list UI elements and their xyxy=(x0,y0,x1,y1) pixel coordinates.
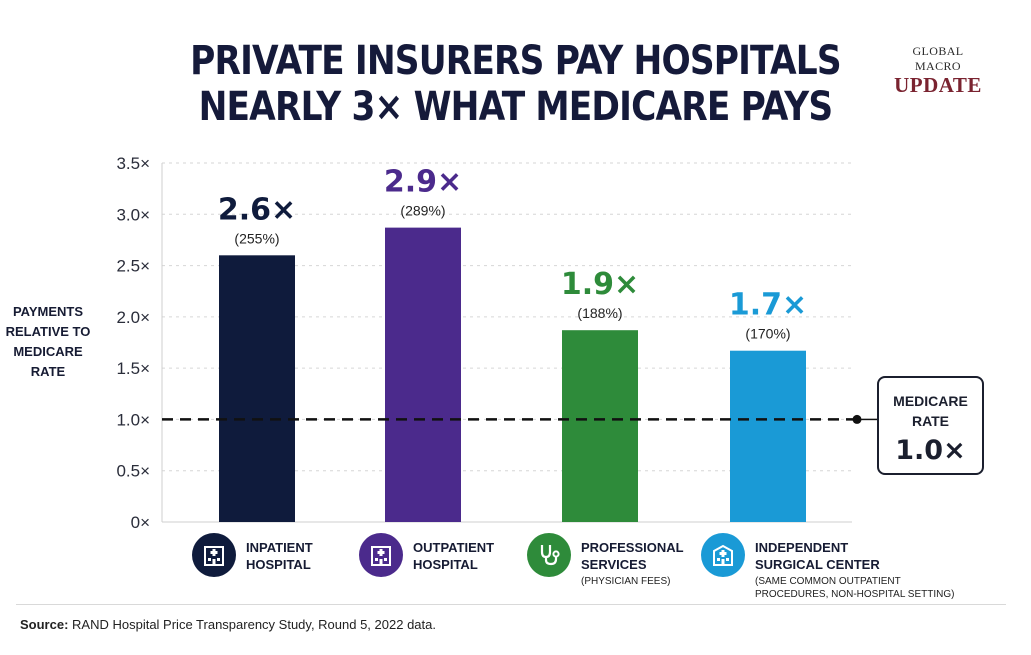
hospital-icon xyxy=(192,533,236,577)
bar-percent-label: (170%) xyxy=(745,326,790,342)
footer-divider xyxy=(16,604,1006,605)
bar-value-label: 2.9× xyxy=(384,165,462,200)
bar-value-label: 1.9× xyxy=(561,267,639,302)
bar-chart: 0× 0.5× 1.0× 1.5× 2.0× 2.5× 3.0× 3.5× 2.6× (255%)… xyxy=(116,154,877,532)
category-inpatient: INPATIENT HOSPITAL xyxy=(192,533,313,577)
bar-value-label: 2.6× xyxy=(218,192,296,227)
y-tick-label: 1.5× xyxy=(116,359,150,378)
brand-logo-bottom: UPDATE xyxy=(894,73,982,97)
y-tick-label: 0.5× xyxy=(116,462,150,481)
category-sublabel: (SAME COMMON OUTPATIENT PROCEDURES, NON-… xyxy=(755,576,955,600)
stethoscope-icon xyxy=(527,533,571,577)
category-label: PROFESSIONAL SERVICES xyxy=(581,540,684,572)
source-text: RAND Hospital Price Transparency Study, … xyxy=(72,617,436,632)
y-tick-label: 2.0× xyxy=(116,308,150,327)
bar-value-label: 1.7× xyxy=(729,288,807,323)
brand-logo-top: GLOBAL MACRO xyxy=(912,44,964,73)
bar-inpatient xyxy=(219,255,295,523)
y-tick-label: 1.0× xyxy=(116,410,150,429)
chart-title: PRIVATE INSURERS PAY HOSPITALS NEARLY 3×… xyxy=(72,38,959,130)
category-surgical: INDEPENDENT SURGICAL CENTER (SAME COMMON… xyxy=(701,533,954,601)
brand-logo: GLOBAL MACRO UPDATE xyxy=(888,44,988,96)
building-icon xyxy=(701,533,745,577)
hospital-icon xyxy=(359,533,403,577)
medicare-rate-box: MEDICARE RATE 1.0× xyxy=(877,376,984,475)
bar-percent-label: (188%) xyxy=(577,305,622,321)
reference-line-dot xyxy=(852,414,862,424)
y-tick-label: 3.5× xyxy=(116,154,150,173)
bar-outpatient xyxy=(385,227,461,522)
category-label: INPATIENT HOSPITAL xyxy=(246,540,313,572)
y-axis-label: PAYMENTS RELATIVE TO MEDICARE RATE xyxy=(5,304,91,379)
category-label: INDEPENDENT SURGICAL CENTER xyxy=(755,540,880,572)
category-professional: PROFESSIONAL SERVICES (PHYSICIAN FEES) xyxy=(527,533,684,588)
chart-title-line2: NEARLY 3× WHAT MEDICARE PAYS xyxy=(198,84,833,130)
source-note: Source: RAND Hospital Price Transparency… xyxy=(20,617,436,632)
category-sublabel: (PHYSICIAN FEES) xyxy=(581,576,671,587)
y-tick-label: 3.0× xyxy=(116,205,150,224)
medicare-rate-label-line1: MEDICARE xyxy=(893,393,968,409)
chart-title-line1: PRIVATE INSURERS PAY HOSPITALS xyxy=(190,38,841,84)
medicare-rate-label-line2: RATE xyxy=(911,413,950,429)
bar-percent-label: (289%) xyxy=(400,203,445,219)
medicare-rate-value: 1.0× xyxy=(895,435,966,466)
y-tick-label: 0× xyxy=(131,513,150,532)
source-label: Source: xyxy=(20,617,69,632)
category-label: OUTPATIENT HOSPITAL xyxy=(413,540,495,572)
bar-percent-label: (255%) xyxy=(234,230,279,246)
bar-surgical xyxy=(730,350,806,522)
y-tick-label: 2.5× xyxy=(116,257,150,276)
bar-professional xyxy=(562,330,638,522)
category-outpatient: OUTPATIENT HOSPITAL xyxy=(359,533,494,577)
